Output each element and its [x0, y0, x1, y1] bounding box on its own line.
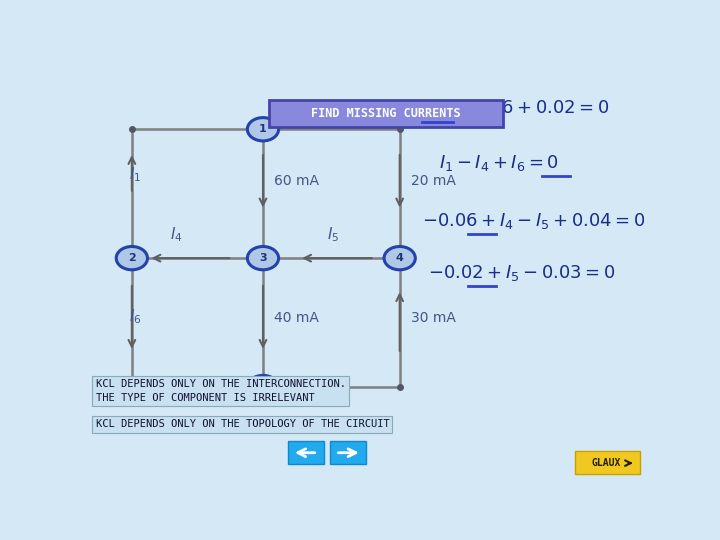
- Text: 3: 3: [259, 253, 267, 263]
- Circle shape: [248, 375, 279, 399]
- FancyBboxPatch shape: [575, 451, 639, 474]
- Text: 5: 5: [259, 382, 267, 392]
- Text: $I_1$: $I_1$: [129, 166, 141, 184]
- Text: $I_4$: $I_4$: [170, 225, 183, 244]
- FancyBboxPatch shape: [269, 100, 503, 127]
- Text: 2: 2: [128, 253, 136, 263]
- Text: $I_5$: $I_5$: [327, 225, 339, 244]
- Circle shape: [384, 246, 415, 270]
- Circle shape: [116, 246, 148, 270]
- Text: $I_6$: $I_6$: [129, 307, 142, 326]
- Text: 1: 1: [259, 124, 267, 134]
- Text: $-I_1 + 0.06 + 0.02 = 0$: $-I_1 + 0.06 + 0.02 = 0$: [422, 98, 609, 118]
- Text: $-0.02 + I_5 - 0.03 = 0$: $-0.02 + I_5 - 0.03 = 0$: [428, 262, 615, 283]
- Text: KCL DEPENDS ONLY ON THE INTERCONNECTION.
THE TYPE OF COMPONENT IS IRRELEVANT: KCL DEPENDS ONLY ON THE INTERCONNECTION.…: [96, 379, 346, 403]
- Text: FIND MISSING CURRENTS: FIND MISSING CURRENTS: [311, 107, 461, 120]
- Text: 60 mA: 60 mA: [274, 174, 319, 188]
- Text: 20 mA: 20 mA: [411, 174, 456, 188]
- Text: 40 mA: 40 mA: [274, 312, 319, 326]
- FancyBboxPatch shape: [288, 441, 324, 464]
- Text: GLAUX: GLAUX: [591, 458, 621, 468]
- Circle shape: [248, 118, 279, 141]
- Text: $I_1 - I_4 + I_6 = 0$: $I_1 - I_4 + I_6 = 0$: [438, 152, 559, 172]
- Text: 30 mA: 30 mA: [411, 312, 456, 326]
- FancyBboxPatch shape: [330, 441, 366, 464]
- Circle shape: [248, 246, 279, 270]
- Text: $-0.06 + I_4 - I_5 + 0.04 = 0$: $-0.06 + I_4 - I_5 + 0.04 = 0$: [422, 211, 645, 231]
- Text: KCL DEPENDS ONLY ON THE TOPOLOGY OF THE CIRCUIT: KCL DEPENDS ONLY ON THE TOPOLOGY OF THE …: [96, 420, 390, 429]
- Text: 4: 4: [396, 253, 404, 263]
